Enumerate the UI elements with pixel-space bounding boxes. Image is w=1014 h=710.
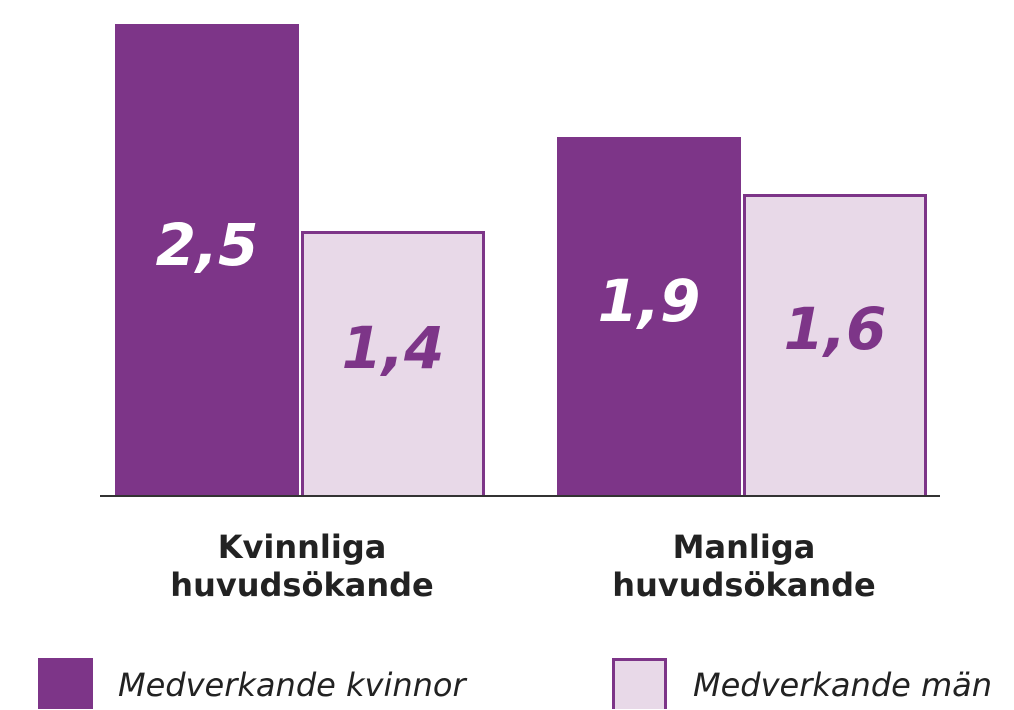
value-label: 1,4: [341, 314, 445, 383]
category-label: Manliga huvudsökande: [612, 528, 876, 604]
value-label: 1,9: [597, 267, 701, 336]
legend-swatch: [38, 658, 93, 709]
value-label: 2,5: [155, 210, 259, 279]
bar: [557, 137, 741, 495]
bar: [743, 193, 927, 495]
legend-label: Medverkande män: [693, 666, 993, 704]
category-label: Kvinnliga huvudsökande: [170, 528, 434, 604]
axis-line: [100, 495, 940, 497]
bar: [301, 231, 485, 495]
legend-label: Medverkande kvinnor: [118, 666, 466, 704]
value-label: 1,6: [783, 295, 887, 364]
bar: [115, 24, 299, 495]
legend-swatch: [612, 658, 667, 709]
